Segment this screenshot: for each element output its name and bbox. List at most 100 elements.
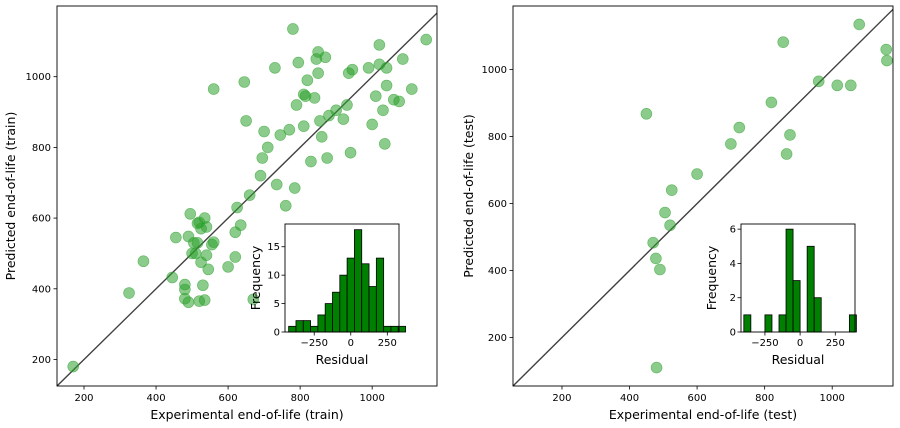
test-x-tick-label: 1000 bbox=[819, 393, 844, 404]
test-residual-histogram: −250 0 250 0 2 4 6 Residual Frequency bbox=[704, 223, 857, 367]
train-data-point bbox=[305, 155, 317, 168]
test-histogram-bar bbox=[764, 314, 773, 333]
test-data-point bbox=[664, 219, 676, 232]
test-data-point bbox=[777, 36, 790, 48]
test-inset-y-tick-label: 4 bbox=[730, 259, 736, 270]
test-y-tick-label: 200 bbox=[488, 333, 507, 344]
train-inset-x-tick-label: 0 bbox=[348, 338, 354, 349]
test-inset-y-tick-label: 2 bbox=[730, 293, 736, 304]
test-inset-x-tick-label: 250 bbox=[826, 338, 845, 349]
train-data-point bbox=[240, 115, 252, 127]
train-data-point bbox=[377, 104, 389, 117]
train-data-point bbox=[396, 53, 409, 65]
train-histogram-bar bbox=[390, 325, 399, 333]
train-data-point bbox=[170, 231, 182, 244]
train-data-point bbox=[247, 293, 260, 306]
test-data-point bbox=[831, 79, 844, 92]
train-data-point bbox=[362, 62, 375, 74]
test-scatter-panel: 200 400 600 800 10002004006008001000Experime… bbox=[461, 5, 894, 422]
test-data-point bbox=[765, 96, 778, 109]
train-data-point bbox=[301, 74, 314, 87]
test-data-point bbox=[844, 79, 857, 92]
test-inset-x-tick-label: 0 bbox=[797, 338, 803, 349]
train-data-point bbox=[229, 251, 242, 263]
train-histogram-bar bbox=[354, 229, 363, 333]
train-inset-x-tick-label: 250 bbox=[378, 338, 397, 349]
train-data-point bbox=[200, 221, 213, 233]
test-histogram-bar bbox=[785, 228, 794, 333]
train-data-point bbox=[290, 99, 303, 111]
test-data-point bbox=[665, 184, 678, 196]
test-y-tick-label: 800 bbox=[488, 132, 507, 143]
train-data-point bbox=[279, 199, 292, 212]
train-data-point bbox=[283, 123, 296, 136]
test-x-axis-label: Experimental end-of-life (test) bbox=[609, 407, 797, 422]
train-data-point bbox=[254, 169, 267, 182]
train-histogram-bar bbox=[310, 325, 319, 333]
test-histogram-bar bbox=[806, 245, 815, 333]
test-y-tick-label: 600 bbox=[488, 199, 507, 210]
train-histogram-bar bbox=[302, 320, 311, 333]
train-data-point bbox=[373, 39, 386, 51]
test-x-tick-label: 400 bbox=[620, 393, 639, 404]
test-x-tick-label: 600 bbox=[688, 393, 707, 404]
train-data-point bbox=[380, 62, 393, 74]
test-y-axis-label: Predicted end-of-life (test) bbox=[461, 114, 476, 278]
test-data-point bbox=[647, 236, 659, 249]
train-data-point bbox=[184, 208, 197, 220]
test-data-point bbox=[650, 361, 663, 374]
train-histogram-bar bbox=[375, 257, 385, 333]
train-inset-frame bbox=[284, 223, 400, 333]
test-data-point bbox=[654, 263, 666, 276]
train-histogram-bar bbox=[383, 325, 392, 333]
train-data-point bbox=[308, 92, 321, 104]
test-histogram-bar bbox=[792, 280, 801, 333]
train-data-point bbox=[369, 90, 382, 102]
train-data-point bbox=[258, 125, 270, 138]
train-inset-y-axis-label: Frequency bbox=[248, 245, 263, 310]
train-data-point bbox=[269, 62, 281, 74]
train-data-point bbox=[292, 56, 305, 69]
train-residual-histogram: −250 0 250 0 5 10 15 Residual Frequency bbox=[248, 223, 406, 367]
train-data-point bbox=[231, 201, 243, 214]
train-histogram-bar bbox=[361, 263, 370, 333]
train-data-point bbox=[366, 118, 378, 131]
test-data-point bbox=[640, 108, 653, 120]
train-data-point bbox=[137, 255, 150, 268]
test-data-point bbox=[853, 18, 866, 31]
test-data-point bbox=[881, 54, 893, 67]
train-inset-y-tick-label: 10 bbox=[267, 271, 280, 282]
train-histogram-bar bbox=[339, 274, 348, 333]
train-data-point bbox=[337, 113, 350, 125]
train-histogram-bar bbox=[332, 291, 341, 333]
train-data-point bbox=[202, 263, 215, 276]
train-x-tick-label: 1000 bbox=[359, 393, 384, 404]
train-data-point bbox=[315, 130, 328, 143]
test-x-tick-label: 800 bbox=[755, 393, 774, 404]
train-scatter-panel: 200 400 600 800 10002004006008001000Experime… bbox=[3, 5, 438, 422]
test-axes-frame bbox=[512, 5, 894, 387]
train-data-point bbox=[198, 294, 211, 306]
train-data-point bbox=[344, 146, 357, 159]
train-y-tick-label: 200 bbox=[32, 355, 51, 366]
train-histogram-bar bbox=[346, 257, 355, 333]
train-data-point bbox=[274, 129, 287, 141]
test-data-point bbox=[880, 43, 893, 56]
train-data-point bbox=[378, 138, 391, 150]
train-x-tick-label: 200 bbox=[74, 393, 93, 404]
test-data-point bbox=[659, 206, 671, 219]
test-data-point bbox=[784, 129, 796, 141]
train-histogram-bar bbox=[317, 314, 326, 333]
train-inset-y-tick-label: 15 bbox=[267, 242, 280, 253]
train-histogram-bar bbox=[324, 303, 333, 333]
train-data-point bbox=[288, 182, 301, 194]
test-inset-y-tick-label: 0 bbox=[730, 328, 736, 339]
train-data-point bbox=[222, 261, 234, 273]
train-data-point bbox=[319, 51, 332, 64]
train-data-point bbox=[341, 99, 353, 111]
test-identity-line bbox=[513, 8, 893, 386]
train-data-point bbox=[270, 178, 283, 191]
train-data-point bbox=[123, 287, 135, 299]
train-x-tick-label: 800 bbox=[291, 393, 310, 404]
test-data-point bbox=[650, 252, 662, 265]
